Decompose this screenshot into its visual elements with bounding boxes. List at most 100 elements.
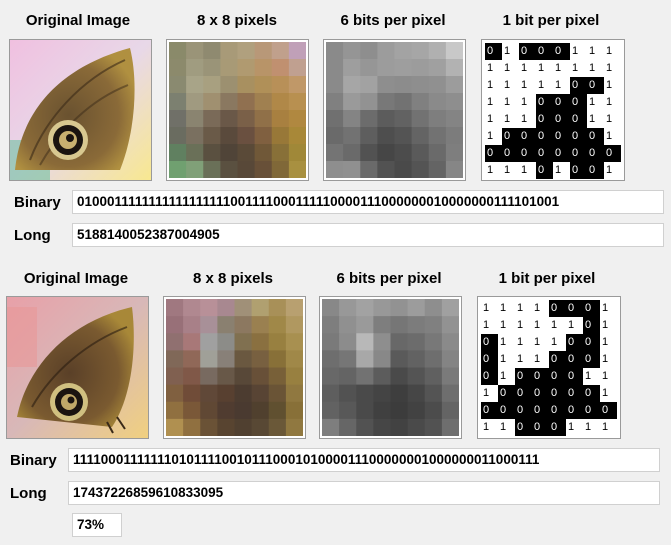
bit-cell: 0 [566, 300, 583, 317]
bit-cell: 0 [570, 162, 587, 179]
pixel-cell [186, 127, 204, 145]
pixel-cell [186, 76, 204, 94]
pixel-cell [445, 93, 463, 111]
pixel-cell [268, 350, 287, 368]
pixel-cell [441, 384, 459, 403]
one-bit-header: 1 bit per pixel [502, 12, 600, 29]
pixel-cell [407, 418, 426, 436]
pixel-cell [424, 367, 443, 386]
pixel-cell [169, 127, 187, 145]
pixel-cell [343, 127, 361, 145]
pixel-cell [445, 76, 463, 94]
pixel-cell [377, 76, 395, 94]
bit-cell: 1 [600, 300, 617, 317]
pixel-cell [220, 127, 238, 145]
bit-cell: 0 [481, 351, 498, 368]
pixel-cell [234, 316, 253, 334]
pixel-cell [237, 93, 256, 111]
bit-cell: 1 [587, 111, 604, 128]
original-image-header: Original Image [25, 12, 131, 29]
pixel-cell [169, 93, 187, 111]
pixel-cell [217, 316, 235, 334]
bit-cell: 0 [515, 402, 532, 419]
pixel-cell [251, 350, 270, 368]
pixel-cell [200, 418, 218, 436]
pixel-cell [407, 367, 426, 386]
bit-cell: 0 [583, 402, 600, 419]
pixel-cell [428, 42, 447, 60]
pixel-cell [200, 333, 218, 351]
pixel-cell [200, 350, 218, 368]
bit-cell: 1 [583, 419, 600, 436]
pixel-cell [288, 42, 306, 60]
pixel-cell [169, 144, 187, 162]
bit-cell: 1 [481, 317, 498, 334]
pixel-cell [441, 316, 459, 334]
pixel-cell [411, 127, 430, 145]
pixel-cell [285, 367, 303, 386]
pixel-cell [251, 401, 270, 420]
bit-cell: 1 [604, 94, 621, 111]
pixel-cell [268, 333, 287, 351]
pixel-cell [234, 299, 253, 317]
pixel-cell [200, 316, 218, 334]
pixel-cell [166, 384, 184, 403]
bit-cell: 0 [498, 402, 515, 419]
bit-cell: 0 [604, 145, 621, 162]
pixel-cell [360, 127, 378, 145]
pixel-cell [285, 384, 303, 403]
bit-cell: 0 [566, 385, 583, 402]
pixel-cell [220, 42, 238, 60]
bit-cell: 1 [600, 385, 617, 402]
pixel-cell [424, 418, 443, 436]
pixel-cell [186, 42, 204, 60]
pixel-cell [268, 401, 287, 420]
pixel-cell [424, 316, 443, 334]
pixel-cell [407, 401, 426, 420]
binary-label: Binary [14, 194, 61, 211]
similarity-field[interactable]: 73% [72, 513, 122, 537]
long-field[interactable]: 17437226859610833095 [68, 481, 660, 505]
pixel-cell [326, 93, 344, 111]
pixel-cell [220, 110, 238, 128]
pixel-cell [254, 161, 273, 178]
pixel-cell [411, 161, 430, 178]
pixel-cell [343, 93, 361, 111]
bit-cell: 0 [485, 43, 502, 60]
bit-cell: 1 [498, 368, 515, 385]
pixel-cell [326, 161, 344, 178]
bit-cell: 0 [536, 128, 553, 145]
pixels-header: 8 x 8 pixels [196, 12, 278, 29]
pixel-cell [373, 333, 391, 351]
pixel-cell [186, 110, 204, 128]
pixel-cell [394, 127, 413, 145]
pixel-cell [200, 299, 218, 317]
bit-cell: 1 [604, 128, 621, 145]
pixel-cell [428, 127, 447, 145]
pixel-cell [356, 316, 374, 334]
pixel-cell [377, 42, 395, 60]
pixel-cell [360, 76, 378, 94]
pixel-cell [343, 76, 361, 94]
pixel-cell [285, 401, 303, 420]
pixel-cell [288, 76, 306, 94]
pixel-cell [254, 59, 273, 77]
bit-cell: 0 [566, 351, 583, 368]
pixel-cell [285, 299, 303, 317]
long-field[interactable]: 5188140052387004905 [72, 223, 664, 247]
pixel-cell [234, 418, 253, 436]
bit-cell: 1 [519, 162, 536, 179]
pixel-cell [428, 144, 447, 162]
binary-field[interactable]: 1111000111111101011110010111000101000011… [68, 448, 660, 472]
pixel-cell [373, 401, 391, 420]
binary-field[interactable]: 0100011111111111111111001111000111110000… [72, 190, 664, 214]
bit-cell: 1 [570, 43, 587, 60]
pixel-cell [424, 401, 443, 420]
bit-cell: 1 [604, 162, 621, 179]
pixel-cell [217, 299, 235, 317]
pixel-cell [394, 59, 413, 77]
bit-cell: 0 [519, 128, 536, 145]
